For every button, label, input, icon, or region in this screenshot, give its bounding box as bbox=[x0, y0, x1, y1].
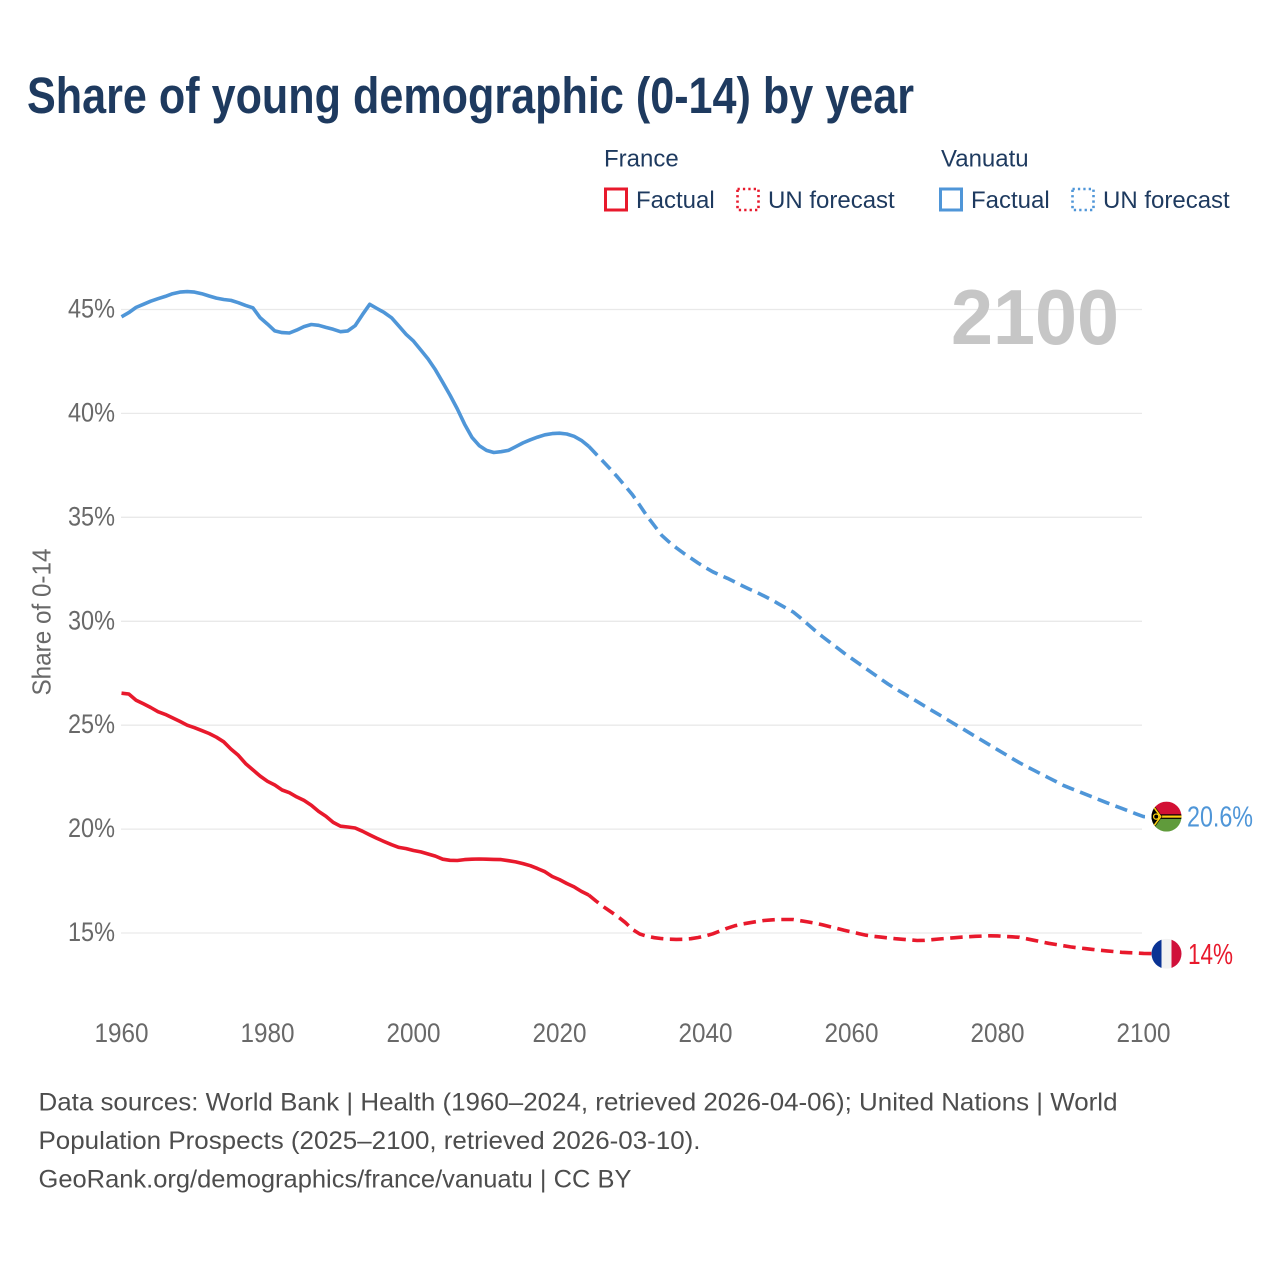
svg-text:14%: 14% bbox=[1188, 939, 1233, 971]
svg-text:15%: 15% bbox=[68, 917, 115, 947]
svg-text:2040: 2040 bbox=[679, 1018, 733, 1048]
svg-text:2060: 2060 bbox=[825, 1018, 879, 1048]
svg-text:France: France bbox=[604, 146, 679, 173]
svg-text:2080: 2080 bbox=[971, 1018, 1025, 1048]
svg-text:Share of 0-14: Share of 0-14 bbox=[27, 549, 57, 696]
svg-text:Population Prospects (2025–210: Population Prospects (2025–2100, retriev… bbox=[39, 1127, 701, 1155]
svg-text:30%: 30% bbox=[68, 605, 115, 635]
svg-text:45%: 45% bbox=[68, 294, 115, 324]
svg-text:20.6%: 20.6% bbox=[1187, 802, 1253, 834]
svg-text:25%: 25% bbox=[68, 709, 115, 739]
svg-text:1960: 1960 bbox=[95, 1018, 149, 1048]
svg-text:Factual: Factual bbox=[636, 187, 715, 214]
svg-text:UN forecast: UN forecast bbox=[768, 187, 895, 214]
svg-text:GeoRank.org/demographics/franc: GeoRank.org/demographics/france/vanuatu … bbox=[39, 1166, 632, 1194]
svg-text:2020: 2020 bbox=[533, 1018, 587, 1048]
svg-text:Vanuatu: Vanuatu bbox=[941, 146, 1029, 173]
svg-text:Share of young demographic (0-: Share of young demographic (0-14) by yea… bbox=[27, 67, 914, 124]
svg-text:2100: 2100 bbox=[951, 273, 1119, 361]
svg-text:40%: 40% bbox=[68, 397, 115, 427]
svg-text:Data sources: World Bank | Hea: Data sources: World Bank | Health (1960–… bbox=[39, 1089, 1118, 1117]
svg-text:UN forecast: UN forecast bbox=[1103, 187, 1230, 214]
svg-text:2000: 2000 bbox=[387, 1018, 441, 1048]
svg-text:35%: 35% bbox=[68, 501, 115, 531]
svg-text:20%: 20% bbox=[68, 813, 115, 843]
svg-text:2100: 2100 bbox=[1117, 1018, 1171, 1048]
svg-text:1980: 1980 bbox=[241, 1018, 295, 1048]
svg-text:Factual: Factual bbox=[971, 187, 1050, 214]
